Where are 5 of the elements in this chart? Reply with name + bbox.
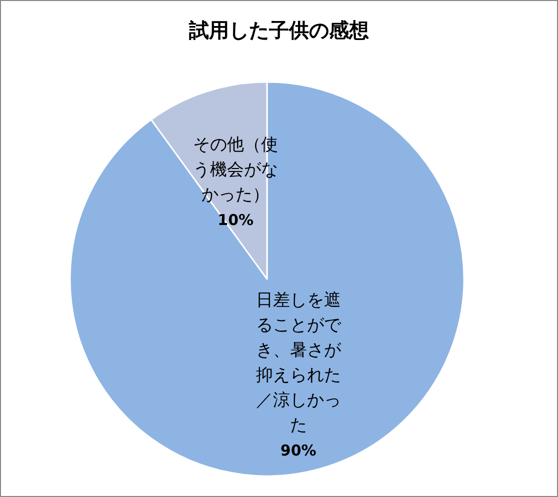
data-label: 10% <box>218 210 254 229</box>
slice-label: 日差しを遮ることができ、暑さが抑えられた／涼しかった <box>256 290 342 436</box>
slice-label: その他（使う機会がなかった） <box>193 134 278 205</box>
data-label: 90% <box>280 442 316 460</box>
chart-title: 試用した子供の感想 <box>188 18 369 42</box>
